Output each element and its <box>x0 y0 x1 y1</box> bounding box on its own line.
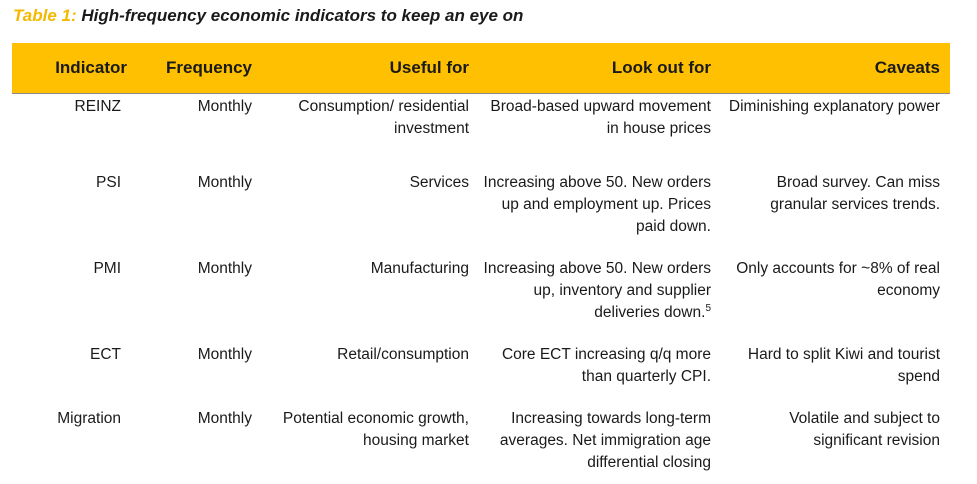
cell-indicator: PMI <box>93 260 121 277</box>
cell-look-out-for: Core ECT increasing q/q more than quarte… <box>479 344 721 408</box>
cell-useful-for: Retail/consumption <box>337 346 469 363</box>
look-out-text: Increasing above 50. New orders up and e… <box>483 174 711 235</box>
cell-indicator: Migration <box>57 410 121 427</box>
indicators-table: Indicator Frequency Useful for Look out … <box>12 43 950 478</box>
cell-caveats: Hard to split Kiwi and tourist spend <box>747 346 940 385</box>
cell-look-out-for: Increasing towards long-term averages. N… <box>479 408 721 478</box>
cell-caveats: Only accounts for ~8% of real economy <box>736 260 940 299</box>
table-row: PMI Monthly Manufacturing Increasing abo… <box>12 258 950 344</box>
cell-frequency: Monthly <box>197 98 252 115</box>
header-frequency: Frequency <box>137 43 262 94</box>
cell-frequency: Monthly <box>197 410 252 427</box>
table-number: Table 1: <box>13 6 77 25</box>
cell-useful-for: Services <box>409 174 469 191</box>
look-out-text: Broad-based upward movement in house pri… <box>490 98 711 137</box>
cell-useful-for: Consumption/ residential investment <box>298 98 469 137</box>
header-look-out-for: Look out for <box>479 43 721 94</box>
cell-caveats: Diminishing explanatory power <box>728 98 940 115</box>
cell-look-out-for: Increasing above 50. New orders up and e… <box>479 172 721 258</box>
table-title: Table 1: High-frequency economic indicat… <box>13 6 523 26</box>
cell-useful-for: Manufacturing <box>370 260 469 277</box>
table-title-text: High-frequency economic indicators to ke… <box>81 6 524 25</box>
table-row: REINZ Monthly Consumption/ residential i… <box>12 94 950 173</box>
look-out-text: Increasing above 50. New orders up, inve… <box>483 260 711 321</box>
cell-caveats: Volatile and subject to significant revi… <box>789 410 940 449</box>
footnote-ref: 5 <box>705 302 711 314</box>
header-row: Indicator Frequency Useful for Look out … <box>12 43 950 94</box>
cell-useful-for: Potential economic growth, housing marke… <box>282 410 469 449</box>
header-useful-for: Useful for <box>262 43 479 94</box>
header-caveats: Caveats <box>721 43 950 94</box>
header-indicator: Indicator <box>12 43 137 94</box>
cell-frequency: Monthly <box>197 260 252 277</box>
look-out-text: Core ECT increasing q/q more than quarte… <box>501 346 711 385</box>
look-out-text: Increasing towards long-term averages. N… <box>499 410 711 471</box>
cell-indicator: PSI <box>96 174 121 191</box>
cell-caveats: Broad survey. Can miss granular services… <box>770 174 940 213</box>
cell-frequency: Monthly <box>197 174 252 191</box>
cell-frequency: Monthly <box>197 346 252 363</box>
cell-indicator: REINZ <box>74 98 122 115</box>
table-row: PSI Monthly Services Increasing above 50… <box>12 172 950 258</box>
table-row: ECT Monthly Retail/consumption Core ECT … <box>12 344 950 408</box>
cell-look-out-for: Broad-based upward movement in house pri… <box>479 94 721 173</box>
cell-look-out-for: Increasing above 50. New orders up, inve… <box>479 258 721 344</box>
table-row: Migration Monthly Potential economic gro… <box>12 408 950 478</box>
cell-indicator: ECT <box>90 346 121 363</box>
